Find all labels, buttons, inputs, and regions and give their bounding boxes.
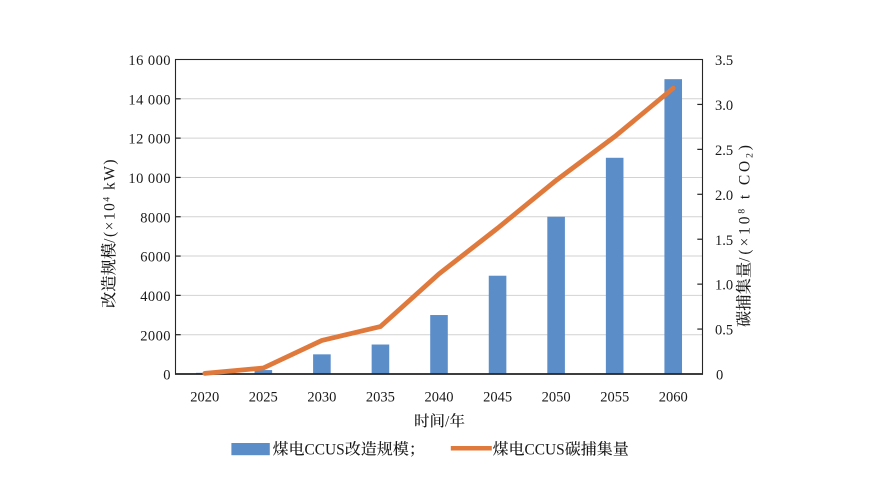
svg-text:3.5: 3.5: [715, 53, 733, 69]
svg-text:/(×108 t CO2): /(×108 t CO2): [737, 142, 756, 262]
svg-text:0.5: 0.5: [715, 323, 733, 339]
svg-text:2040: 2040: [425, 390, 454, 406]
svg-text:2030: 2030: [307, 390, 336, 406]
svg-text:2050: 2050: [542, 390, 571, 406]
svg-text:CCUS: CCUS: [525, 442, 565, 459]
svg-text:0: 0: [163, 368, 171, 384]
svg-text:2000: 2000: [140, 328, 171, 344]
svg-text:/(×104 kW): /(×104 kW): [102, 158, 119, 243]
svg-text:2025: 2025: [249, 390, 278, 406]
svg-text:CCUS: CCUS: [305, 442, 345, 459]
svg-text:2.0: 2.0: [715, 188, 733, 204]
svg-text:2060: 2060: [659, 390, 688, 406]
svg-text:4000: 4000: [140, 289, 171, 305]
svg-text:2045: 2045: [483, 390, 512, 406]
svg-text:/: /: [445, 413, 450, 430]
svg-text:1.0: 1.0: [715, 278, 733, 294]
svg-text:6000: 6000: [140, 250, 171, 266]
svg-text:1.5: 1.5: [715, 233, 733, 249]
svg-text:2.5: 2.5: [715, 143, 733, 159]
svg-text:0: 0: [716, 368, 723, 384]
svg-text:12 000: 12 000: [128, 132, 171, 148]
svg-text:10 000: 10 000: [128, 171, 171, 187]
svg-text:3.0: 3.0: [715, 98, 733, 114]
svg-text:2055: 2055: [600, 390, 629, 406]
svg-text:14 000: 14 000: [128, 92, 171, 108]
svg-text:16 000: 16 000: [128, 53, 171, 69]
svg-text:8000: 8000: [140, 210, 171, 226]
svg-text:2020: 2020: [190, 390, 219, 406]
svg-text:2035: 2035: [366, 390, 395, 406]
